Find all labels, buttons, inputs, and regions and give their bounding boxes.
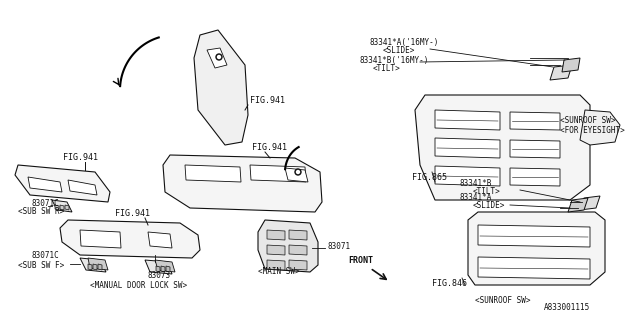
Polygon shape [510,140,560,158]
Polygon shape [435,138,500,158]
Polygon shape [161,266,165,272]
Polygon shape [258,220,318,272]
Text: <MAIN SW>: <MAIN SW> [258,267,300,276]
Polygon shape [580,110,620,145]
Polygon shape [88,264,92,270]
Text: <SUB SW R>: <SUB SW R> [18,207,64,216]
Text: 83341*B('16MY-): 83341*B('16MY-) [360,56,429,65]
Polygon shape [478,225,590,247]
Text: 83071C: 83071C [32,199,60,208]
Polygon shape [285,168,308,182]
Text: 83071C: 83071C [32,251,60,260]
Polygon shape [267,245,285,255]
Text: <SLIDE>: <SLIDE> [473,201,506,210]
Text: <MANUAL DOOR LOCK SW>: <MANUAL DOOR LOCK SW> [90,281,187,290]
Polygon shape [163,155,322,212]
Polygon shape [60,205,64,210]
Text: 83341*B: 83341*B [460,179,492,188]
Polygon shape [267,230,285,240]
Polygon shape [510,168,560,186]
Text: FIG.941: FIG.941 [63,153,98,162]
Polygon shape [80,258,106,272]
Text: <TILT>: <TILT> [373,64,401,73]
Text: 83341*A('16MY-): 83341*A('16MY-) [370,38,440,47]
Polygon shape [93,264,97,270]
Text: 83073: 83073 [148,271,171,280]
Polygon shape [435,110,500,130]
Polygon shape [250,165,306,182]
Polygon shape [68,180,97,195]
Polygon shape [98,264,102,270]
Polygon shape [510,112,560,130]
Polygon shape [562,58,580,72]
Polygon shape [65,205,69,210]
Polygon shape [550,65,572,80]
Polygon shape [207,48,227,68]
Polygon shape [468,212,605,285]
Text: <TILT>: <TILT> [473,187,500,196]
Circle shape [295,169,301,175]
Text: 83071: 83071 [327,242,350,251]
Polygon shape [289,260,307,270]
Polygon shape [580,196,600,210]
Circle shape [296,171,300,173]
Polygon shape [28,177,62,192]
Polygon shape [52,200,72,212]
Text: <SUNROOF SW>: <SUNROOF SW> [475,296,531,305]
Circle shape [216,54,222,60]
Text: 83341*A: 83341*A [460,193,492,202]
Polygon shape [88,258,108,270]
Polygon shape [155,260,175,272]
Text: FIG.846: FIG.846 [432,279,467,288]
Polygon shape [289,230,307,240]
Polygon shape [185,165,241,182]
Text: FIG.941: FIG.941 [250,96,285,105]
Text: FIG.941: FIG.941 [115,209,150,218]
Polygon shape [148,232,172,248]
Text: FIG.865: FIG.865 [412,173,447,182]
Polygon shape [55,205,59,210]
Polygon shape [478,257,590,279]
Polygon shape [267,260,285,270]
Text: <SUNROOF SW>: <SUNROOF SW> [560,116,616,125]
Polygon shape [194,30,248,145]
Polygon shape [156,266,160,272]
Text: <FOR EYESIGHT>: <FOR EYESIGHT> [560,126,625,135]
Text: <SUB SW F>: <SUB SW F> [18,261,64,270]
Polygon shape [415,95,590,200]
Text: <SLIDE>: <SLIDE> [383,46,415,55]
Polygon shape [166,266,170,272]
Polygon shape [435,166,500,186]
Circle shape [218,55,221,59]
Text: FRONT: FRONT [348,256,373,265]
Polygon shape [15,165,110,202]
Polygon shape [60,220,200,258]
Polygon shape [80,230,121,248]
Polygon shape [568,198,588,212]
Polygon shape [289,245,307,255]
Polygon shape [145,260,172,274]
Text: A833001115: A833001115 [544,303,590,312]
Text: FIG.941: FIG.941 [252,143,287,152]
